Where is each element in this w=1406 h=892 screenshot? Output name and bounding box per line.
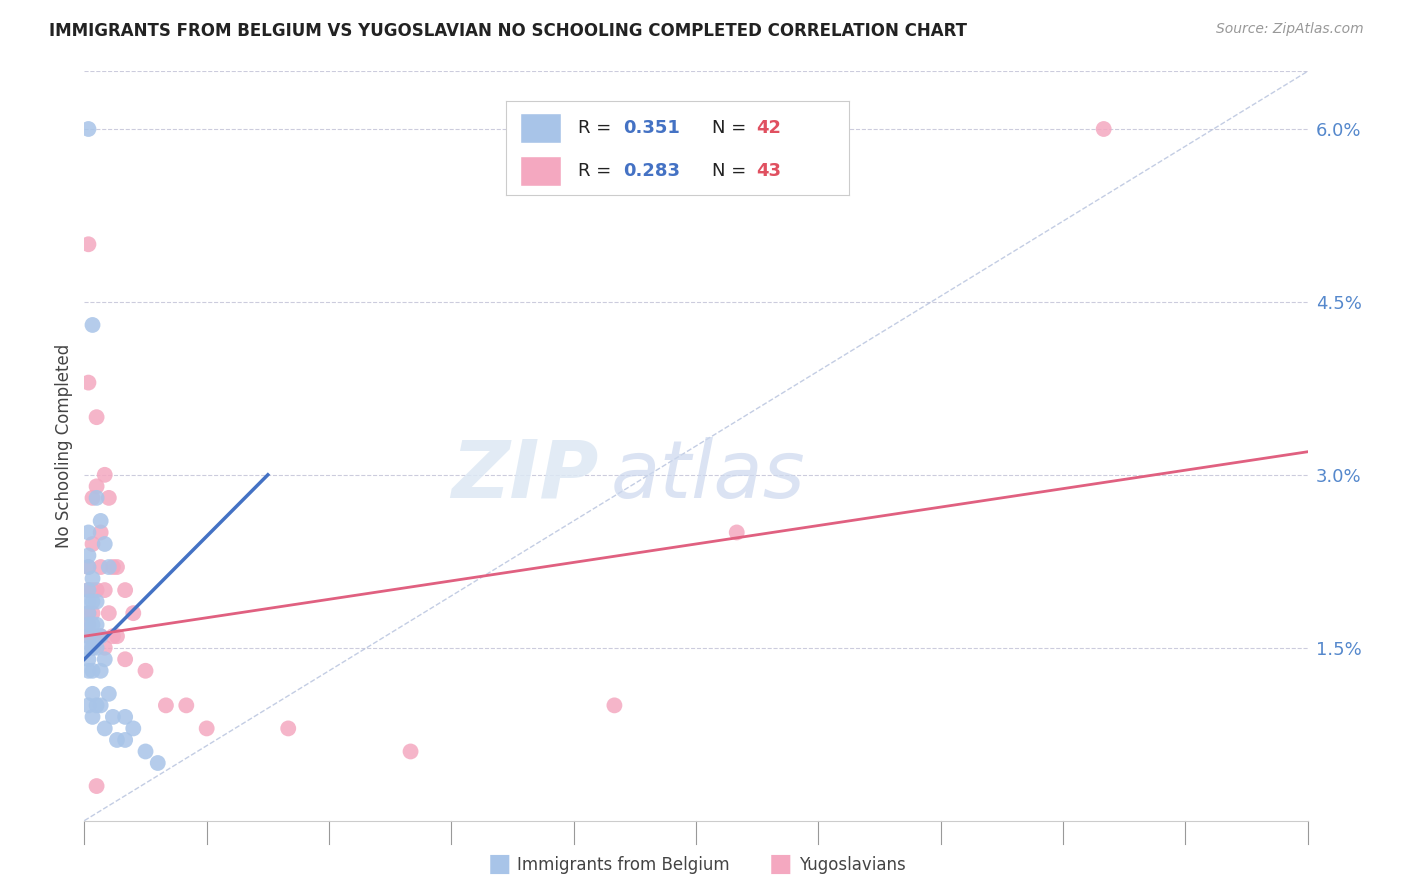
Point — [114, 710, 136, 724]
Point — [82, 687, 104, 701]
Point — [93, 652, 115, 666]
Point — [77, 606, 100, 620]
Point — [77, 594, 100, 608]
Point — [77, 376, 100, 390]
Point — [101, 629, 124, 643]
Point — [90, 664, 112, 678]
Point — [114, 652, 136, 666]
Point — [97, 606, 120, 620]
Point — [135, 664, 157, 678]
Point — [86, 491, 108, 505]
Point — [77, 525, 100, 540]
Point — [90, 560, 112, 574]
Point — [101, 710, 124, 724]
Text: ■: ■ — [769, 852, 792, 875]
Point — [122, 606, 145, 620]
Point — [77, 698, 100, 713]
Point — [93, 640, 115, 655]
Point — [77, 606, 100, 620]
Point — [1092, 122, 1115, 136]
Point — [725, 525, 748, 540]
Point — [90, 525, 112, 540]
Point — [77, 237, 100, 252]
Point — [90, 514, 112, 528]
Point — [82, 640, 104, 655]
Point — [77, 583, 100, 598]
Point — [86, 629, 108, 643]
Text: atlas: atlas — [610, 437, 806, 515]
Point — [195, 722, 218, 736]
Point — [86, 410, 108, 425]
Point — [603, 698, 626, 713]
Point — [86, 583, 108, 598]
Point — [77, 629, 100, 643]
Point — [101, 560, 124, 574]
Point — [135, 744, 157, 758]
Point — [114, 583, 136, 598]
Point — [82, 572, 104, 586]
Point — [82, 710, 104, 724]
Point — [77, 560, 100, 574]
Point — [86, 617, 108, 632]
Point — [82, 606, 104, 620]
Point — [77, 640, 100, 655]
Point — [82, 594, 104, 608]
Point — [399, 744, 422, 758]
Point — [86, 479, 108, 493]
Text: Yugoslavians: Yugoslavians — [799, 856, 905, 874]
Text: IMMIGRANTS FROM BELGIUM VS YUGOSLAVIAN NO SCHOOLING COMPLETED CORRELATION CHART: IMMIGRANTS FROM BELGIUM VS YUGOSLAVIAN N… — [49, 22, 967, 40]
Point — [77, 583, 100, 598]
Point — [105, 733, 128, 747]
Point — [86, 779, 108, 793]
Point — [82, 537, 104, 551]
Point — [82, 583, 104, 598]
Point — [77, 617, 100, 632]
Point — [77, 617, 100, 632]
Y-axis label: No Schooling Completed: No Schooling Completed — [55, 344, 73, 548]
Point — [77, 664, 100, 678]
Text: Immigrants from Belgium: Immigrants from Belgium — [517, 856, 730, 874]
Point — [77, 652, 100, 666]
Point — [82, 617, 104, 632]
Text: ZIP: ZIP — [451, 437, 598, 515]
Point — [93, 537, 115, 551]
Point — [86, 698, 108, 713]
Point — [97, 491, 120, 505]
Point — [77, 549, 100, 563]
Point — [82, 664, 104, 678]
Point — [82, 640, 104, 655]
Point — [90, 698, 112, 713]
Point — [90, 629, 112, 643]
Point — [93, 583, 115, 598]
Point — [77, 122, 100, 136]
Point — [174, 698, 197, 713]
Point — [114, 733, 136, 747]
Point — [97, 560, 120, 574]
Text: Source: ZipAtlas.com: Source: ZipAtlas.com — [1216, 22, 1364, 37]
Point — [86, 594, 108, 608]
Point — [82, 629, 104, 643]
Text: ■: ■ — [488, 852, 510, 875]
Point — [77, 560, 100, 574]
Point — [122, 722, 145, 736]
Point — [86, 640, 108, 655]
Point — [155, 698, 177, 713]
Point — [105, 629, 128, 643]
Point — [82, 491, 104, 505]
Point — [82, 318, 104, 332]
Point — [97, 687, 120, 701]
Point — [146, 756, 169, 770]
Point — [277, 722, 299, 736]
Point — [105, 560, 128, 574]
Point — [93, 722, 115, 736]
Point — [93, 467, 115, 482]
Point — [90, 629, 112, 643]
Point — [77, 629, 100, 643]
